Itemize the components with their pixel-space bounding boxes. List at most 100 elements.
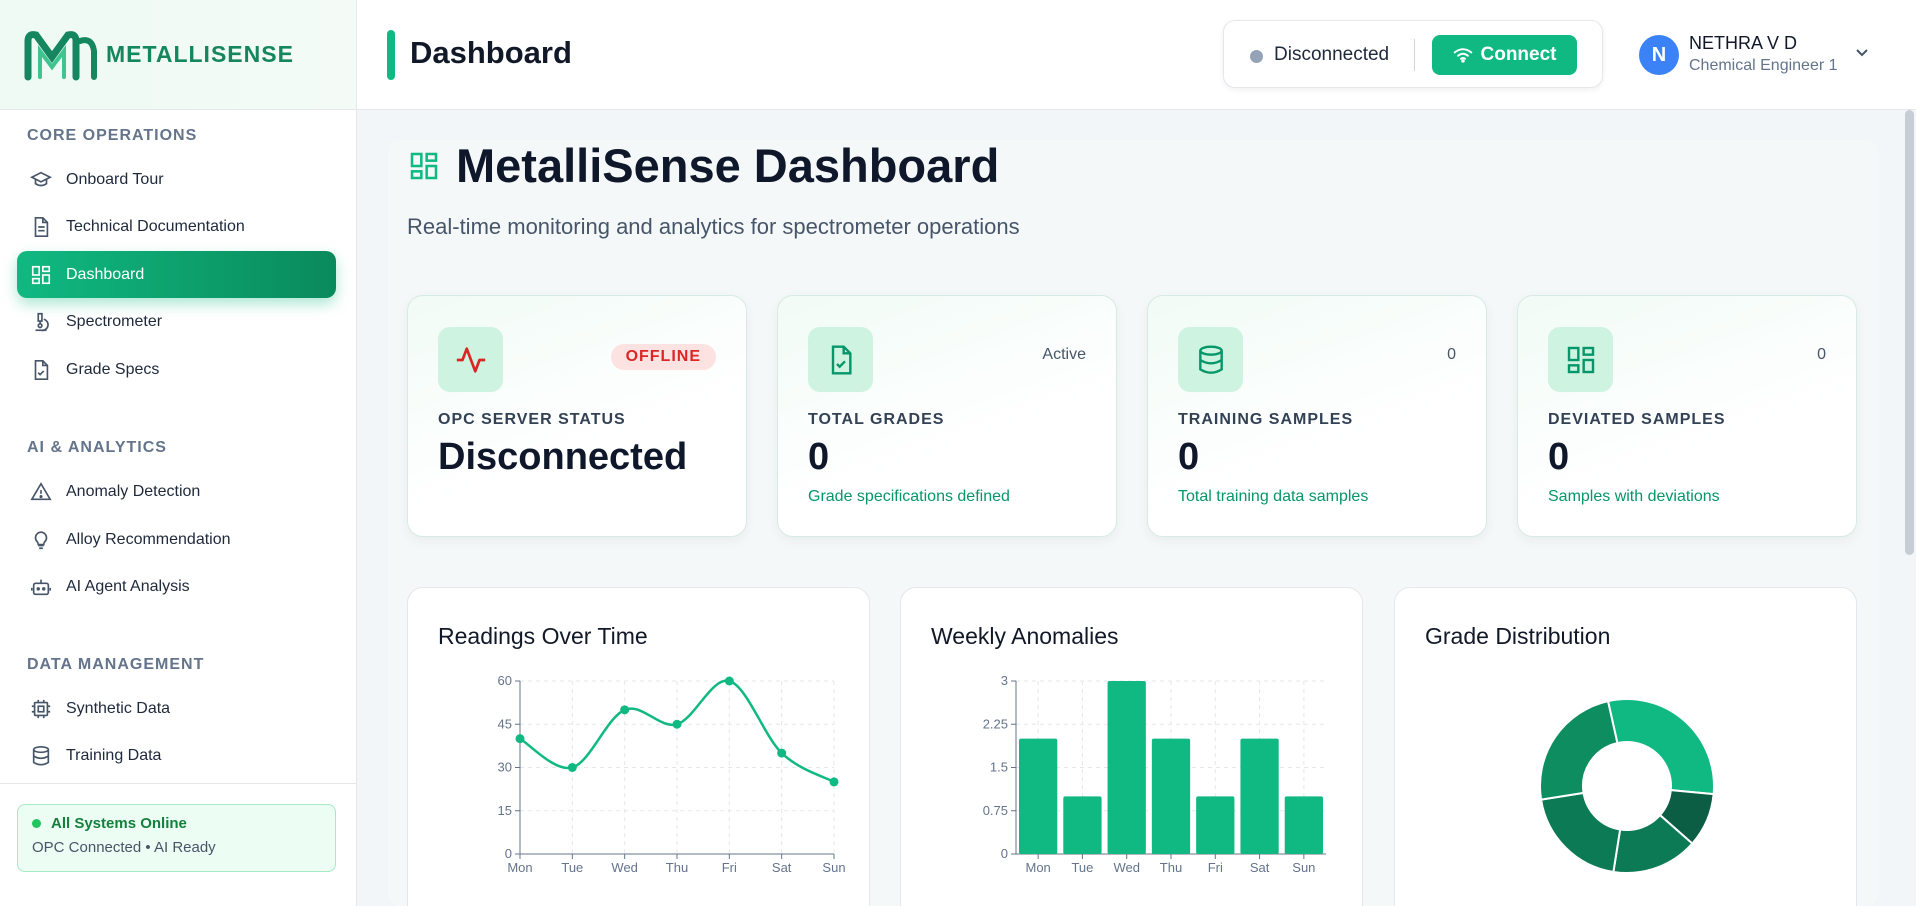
sidebar-item-ai-agent-analysis[interactable]: AI Agent Analysis: [17, 563, 336, 610]
sidebar-item-technical-documentation[interactable]: Technical Documentation: [17, 203, 336, 250]
section-ai-analytics: AI & ANALYTICS: [27, 439, 167, 456]
stat-label: TOTAL GRADES: [808, 411, 945, 428]
donut-slice: [1539, 791, 1622, 874]
y-tick-label: 2.25: [983, 716, 1008, 731]
chevron-down-icon[interactable]: [1855, 48, 1869, 58]
sidebar-item-dashboard[interactable]: Dashboard: [17, 251, 336, 298]
stat-card-deviated-samples: 0 DEVIATED SAMPLES 0 Samples with deviat…: [1517, 295, 1857, 537]
y-tick-label: 15: [498, 803, 512, 818]
y-tick-label: 0.75: [983, 803, 1008, 818]
user-role: Chemical Engineer 1: [1689, 57, 1838, 74]
system-status-detail: OPC Connected • AI Ready: [32, 839, 216, 856]
x-tick-label: Sat: [772, 860, 792, 875]
stat-value: 0: [1548, 436, 1570, 478]
grade-distribution-donut-chart: [1539, 698, 1715, 874]
stat-value: 0: [808, 436, 830, 478]
chart-card-readings: Readings Over Time 0 15 30 45 60 Mon Tue Wed Thu…: [407, 587, 870, 906]
dashboard-grid-icon: [30, 264, 52, 286]
stat-description: Samples with deviations: [1548, 488, 1720, 505]
brand-logo[interactable]: METALLISENSE: [0, 0, 356, 110]
bar: [1063, 796, 1102, 854]
data-point: [672, 719, 682, 729]
donut-slice: [1539, 699, 1619, 801]
x-tick-label: Thu: [666, 860, 688, 875]
x-tick-label: Wed: [1113, 860, 1140, 875]
top-header: Dashboard Disconnected Connect N NETHRA …: [357, 0, 1916, 110]
data-point: [567, 763, 577, 772]
status-badge: OFFLINE: [610, 344, 716, 370]
y-tick-label: 30: [498, 760, 512, 775]
sidebar-item-spectrometer[interactable]: Spectrometer: [17, 298, 336, 345]
y-tick-label: 1.5: [990, 760, 1008, 775]
chip-icon: [30, 698, 52, 720]
y-tick-label: 3: [1001, 673, 1008, 688]
bar: [1284, 796, 1323, 854]
y-tick-label: 0: [505, 846, 512, 861]
database-icon: [1178, 327, 1243, 392]
bar: [1107, 681, 1146, 854]
wifi-icon: [1453, 48, 1472, 63]
dashboard-grid-icon: [1548, 327, 1613, 392]
y-tick-label: 45: [498, 716, 512, 731]
x-tick-label: Mon: [1025, 860, 1050, 875]
stat-badge: 0: [1817, 346, 1826, 363]
sidebar-item-label: AI Agent Analysis: [66, 577, 190, 595]
stat-description: Total training data samples: [1178, 488, 1369, 505]
chart-card-anomalies: Weekly Anomalies 0 0.75 1.5 2.25 3 Mon Tue Wed T…: [900, 587, 1363, 906]
x-tick-label: Thu: [1160, 860, 1182, 875]
dashboard-heading: MetalliSense Dashboard: [456, 139, 1000, 192]
scrollbar[interactable]: [1905, 110, 1914, 555]
section-core-operations: CORE OPERATIONS: [27, 127, 198, 144]
stat-label: TRAINING SAMPLES: [1178, 411, 1354, 428]
lightbulb-icon: [30, 529, 52, 551]
x-tick-label: Tue: [561, 860, 583, 875]
status-dot-icon: [32, 819, 41, 828]
data-point: [515, 734, 525, 744]
sidebar-item-onboard-tour[interactable]: Onboard Tour: [17, 156, 336, 203]
stat-label: OPC SERVER STATUS: [438, 411, 626, 428]
sidebar-item-label: Anomaly Detection: [66, 482, 201, 500]
connection-status-text: Disconnected: [1274, 44, 1390, 65]
system-status-title: All Systems Online: [51, 815, 187, 832]
sidebar-item-training-data[interactable]: Training Data: [17, 732, 336, 779]
avatar[interactable]: N: [1639, 35, 1679, 75]
x-tick-label: Tue: [1071, 860, 1093, 875]
data-point: [829, 777, 839, 787]
x-tick-label: Wed: [611, 860, 638, 875]
x-tick-label: Fri: [722, 860, 737, 875]
stat-badge: Active: [1042, 346, 1086, 363]
document-icon: [30, 216, 52, 238]
sidebar-item-label: Onboard Tour: [66, 170, 164, 188]
microscope-icon: [30, 311, 52, 333]
sidebar-item-label: Training Data: [66, 746, 162, 764]
sidebar-item-label: Dashboard: [66, 265, 145, 283]
bot-icon: [30, 576, 52, 598]
stat-value: 0: [1178, 436, 1200, 478]
data-point: [777, 748, 787, 758]
sidebar-item-label: Alloy Recommendation: [66, 530, 231, 548]
x-tick-label: Fri: [1208, 860, 1223, 875]
chart-card-grade-distribution: Grade Distribution: [1394, 587, 1857, 906]
chart-title: Readings Over Time: [438, 623, 648, 649]
sidebar-item-alloy-recommendation[interactable]: Alloy Recommendation: [17, 516, 336, 563]
x-tick-label: Mon: [507, 860, 532, 875]
sidebar-item-anomaly-detection[interactable]: Anomaly Detection: [17, 468, 336, 515]
stat-card-total-grades: Active TOTAL GRADES 0 Grade specificatio…: [777, 295, 1117, 537]
connect-button[interactable]: Connect: [1432, 35, 1577, 75]
anomalies-bar-chart: 0 0.75 1.5 2.25 3 Mon Tue Wed Thu Fri Sat Sun: [983, 673, 1326, 875]
bar: [1151, 738, 1191, 854]
user-name[interactable]: NETHRA V D: [1689, 33, 1798, 53]
stat-label: DEVIATED SAMPLES: [1548, 411, 1726, 428]
bar: [1196, 796, 1235, 854]
sidebar-item-grade-specs[interactable]: Grade Specs: [17, 346, 336, 393]
sidebar-item-label: Grade Specs: [66, 360, 160, 378]
graduation-cap-icon: [30, 169, 52, 191]
sidebar-item-synthetic-data[interactable]: Synthetic Data: [17, 685, 336, 732]
sidebar-divider: [0, 783, 357, 784]
bar: [1019, 738, 1058, 854]
activity-icon: [438, 327, 503, 392]
dashboard-subtitle: Real-time monitoring and analytics for s…: [407, 214, 1020, 239]
y-tick-label: 60: [498, 673, 512, 688]
stat-card-opc-server: OFFLINE OPC SERVER STATUS Disconnected: [407, 295, 747, 537]
file-check-icon: [30, 359, 52, 381]
